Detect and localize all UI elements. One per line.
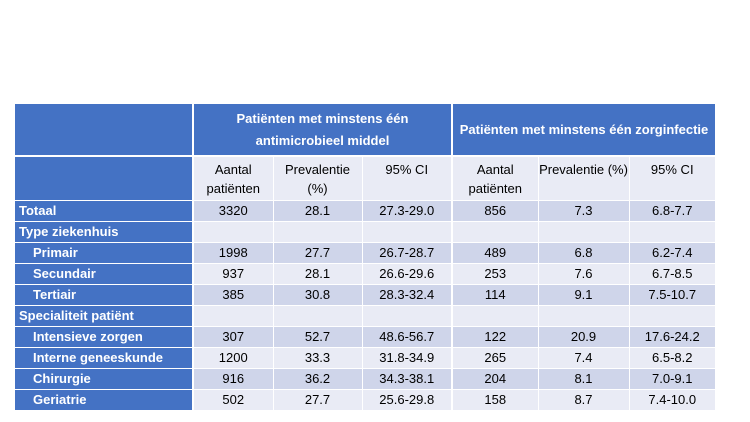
table-cell: 27.7 (273, 389, 363, 410)
subheader-prevalence-2: Prevalentie (%) (538, 156, 630, 200)
subheader-count-1: Aantal patiënten (193, 156, 274, 200)
table-cell: 3320 (193, 200, 274, 221)
table-cell: 20.9 (538, 326, 630, 347)
table-cell: 34.3-38.1 (362, 368, 453, 389)
table-cell: 48.6-56.7 (362, 326, 453, 347)
table-cell: 31.8-34.9 (362, 347, 453, 368)
table-row: Intensieve zorgen 307 52.7 48.6-56.7 122 20.9… (15, 326, 715, 347)
table-cell: 28.3-32.4 (362, 284, 453, 305)
table-cell: 6.2-7.4 (629, 242, 715, 263)
table-cell: 27.7 (273, 242, 363, 263)
subheader-prevalence-1: Prevalentie (%) (273, 156, 363, 200)
table-row: Totaal 3320 28.1 27.3-29.0 856 7.3 6.8-7.7 (15, 200, 715, 221)
table-cell: 502 (193, 389, 274, 410)
table-body: Totaal 3320 28.1 27.3-29.0 856 7.3 6.8-7.7 Type… (15, 200, 715, 410)
table-cell: 1998 (193, 242, 274, 263)
group-header-care-infection: Patiënten met minstens één zorginfectie (452, 104, 715, 156)
table-cell (538, 221, 630, 242)
table-cell: 204 (452, 368, 539, 389)
table-cell: 28.1 (273, 263, 363, 284)
row-label: Tertiair (15, 284, 194, 305)
subheader-ci-1: 95% CI (362, 156, 453, 200)
row-label: Secundair (15, 263, 194, 284)
table-cell: 114 (452, 284, 539, 305)
table-cell: 122 (452, 326, 539, 347)
table-cell: 27.3-29.0 (362, 200, 453, 221)
row-label: Specialiteit patiënt (15, 305, 194, 326)
table-cell: 8.7 (538, 389, 630, 410)
subheader-corner (15, 156, 194, 200)
group-header-antimicrobial: Patiënten met minstens één antimicrobiee… (193, 104, 453, 156)
subheader-count-2: Aantal patiënten (452, 156, 539, 200)
table-cell: 7.6 (538, 263, 630, 284)
table-cell: 7.4 (538, 347, 630, 368)
table-cell: 6.8 (538, 242, 630, 263)
table-cell: 36.2 (273, 368, 363, 389)
table-cell (273, 305, 363, 326)
table-cell: 33.3 (273, 347, 363, 368)
table-row: Chirurgie 916 36.2 34.3-38.1 204 8.1 7.0-9.1 (15, 368, 715, 389)
table-cell (362, 305, 453, 326)
table-cell: 30.8 (273, 284, 363, 305)
table-row: Primair 1998 27.7 26.7-28.7 489 6.8 6.2-7.4 (15, 242, 715, 263)
table-cell: 1200 (193, 347, 274, 368)
table-cell: 7.3 (538, 200, 630, 221)
table-cell: 265 (452, 347, 539, 368)
table-cell: 307 (193, 326, 274, 347)
table-row: Secundair 937 28.1 26.6-29.6 253 7.6 6.7-8.5 (15, 263, 715, 284)
table-cell (452, 305, 539, 326)
table-cell: 916 (193, 368, 274, 389)
table-cell: 26.6-29.6 (362, 263, 453, 284)
table-cell (193, 305, 274, 326)
table-cell: 6.7-8.5 (629, 263, 715, 284)
table-row: Geriatrie 502 27.7 25.6-29.8 158 8.7 7.4-10.0 (15, 389, 715, 410)
table-row: Interne geneeskunde 1200 33.3 31.8-34.9 265 7… (15, 347, 715, 368)
table-row: Specialiteit patiënt (15, 305, 715, 326)
table-cell: 8.1 (538, 368, 630, 389)
table-cell (452, 221, 539, 242)
prevalence-table: Patiënten met minstens één antimicrobiee… (15, 104, 715, 410)
table-row: Tertiair 385 30.8 28.3-32.4 114 9.1 7.5-10.7 (15, 284, 715, 305)
table-cell: 7.0-9.1 (629, 368, 715, 389)
subheader-ci-2: 95% CI (629, 156, 715, 200)
table-cell: 6.8-7.7 (629, 200, 715, 221)
table-cell: 6.5-8.2 (629, 347, 715, 368)
row-label: Interne geneeskunde (15, 347, 194, 368)
row-label: Type ziekenhuis (15, 221, 194, 242)
table-row: Type ziekenhuis (15, 221, 715, 242)
table-cell: 25.6-29.8 (362, 389, 453, 410)
table-cell (629, 221, 715, 242)
table-cell (362, 221, 453, 242)
row-label: Primair (15, 242, 194, 263)
row-label: Intensieve zorgen (15, 326, 194, 347)
table-cell (193, 221, 274, 242)
table-cell: 7.4-10.0 (629, 389, 715, 410)
table-cell: 17.6-24.2 (629, 326, 715, 347)
table-cell: 9.1 (538, 284, 630, 305)
row-label: Geriatrie (15, 389, 194, 410)
table-cell: 937 (193, 263, 274, 284)
table-cell (538, 305, 630, 326)
table-cell (629, 305, 715, 326)
header-corner (15, 104, 194, 156)
table-cell: 28.1 (273, 200, 363, 221)
row-label: Chirurgie (15, 368, 194, 389)
table-cell: 26.7-28.7 (362, 242, 453, 263)
table-cell: 253 (452, 263, 539, 284)
table-cell: 7.5-10.7 (629, 284, 715, 305)
table-cell: 158 (452, 389, 539, 410)
table-cell: 52.7 (273, 326, 363, 347)
table-cell: 385 (193, 284, 274, 305)
table-cell: 489 (452, 242, 539, 263)
table-cell (273, 221, 363, 242)
table-cell: 856 (452, 200, 539, 221)
row-label: Totaal (15, 200, 194, 221)
